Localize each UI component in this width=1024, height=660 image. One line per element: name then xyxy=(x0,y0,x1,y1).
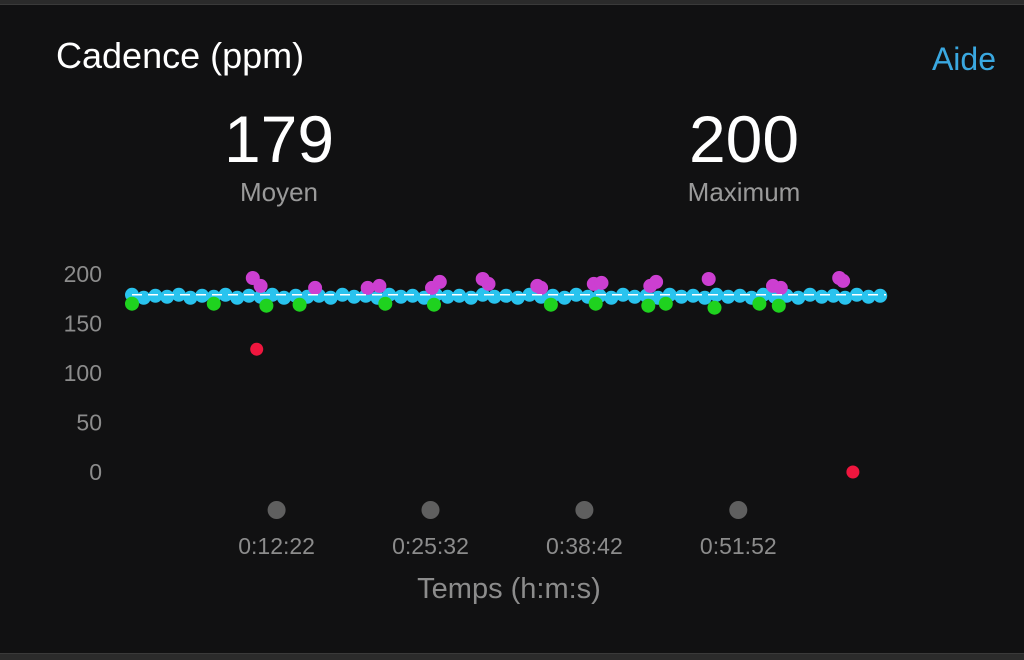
data-point-main xyxy=(277,290,291,305)
data-point-low xyxy=(125,296,139,311)
average-stat: 179 Moyen xyxy=(129,101,429,208)
data-point-main xyxy=(218,287,233,302)
data-point-high xyxy=(534,280,549,295)
y-tick-label: 100 xyxy=(64,360,102,386)
data-point-main xyxy=(510,290,525,305)
x-tick-marker[interactable] xyxy=(267,501,286,519)
data-point-low xyxy=(259,298,274,313)
y-axis: 200 150 100 50 0 xyxy=(64,261,102,485)
x-tick-label: 0:38:42 xyxy=(546,533,623,559)
data-point-high xyxy=(701,272,716,286)
data-point-high xyxy=(432,274,447,289)
data-point-main xyxy=(440,289,455,304)
data-point-main xyxy=(464,290,478,305)
data-point-high xyxy=(481,276,496,291)
data-point-outlier xyxy=(250,342,264,356)
data-point-low xyxy=(771,298,786,313)
maximum-label: Maximum xyxy=(687,177,801,207)
x-tick-label: 0:51:52 xyxy=(700,533,777,559)
data-point-main xyxy=(569,287,584,302)
data-point-high xyxy=(773,280,788,295)
data-point-main xyxy=(686,288,701,303)
data-point-low xyxy=(588,296,603,311)
maximum-stat: 200 Maximum xyxy=(594,101,894,208)
data-point-main xyxy=(616,287,630,302)
data-point-main xyxy=(861,289,876,304)
data-point-high xyxy=(360,280,375,295)
data-point-main xyxy=(160,289,175,304)
data-point-main xyxy=(265,287,280,302)
data-point-main xyxy=(183,290,198,305)
help-link[interactable]: Aide xyxy=(931,41,996,77)
chart-title: Cadence (ppm) xyxy=(56,35,305,76)
x-tick-marker[interactable] xyxy=(575,501,594,519)
data-point-main xyxy=(674,289,689,304)
x-tick-label: 0:12:22 xyxy=(238,533,315,559)
data-point-main xyxy=(604,290,619,305)
data-point-main xyxy=(487,289,502,304)
data-point-high xyxy=(308,280,323,295)
data-point-main xyxy=(873,288,888,303)
data-point-main xyxy=(452,288,467,303)
data-point-high xyxy=(253,278,268,293)
data-point-low xyxy=(292,297,307,312)
data-point-main xyxy=(405,288,420,303)
data-point-low xyxy=(543,297,558,312)
y-tick-label: 200 xyxy=(64,261,102,287)
data-point-high xyxy=(649,274,664,289)
data-point-low xyxy=(707,300,722,315)
data-points xyxy=(125,271,888,479)
data-point-outlier xyxy=(846,465,860,479)
average-value: 179 xyxy=(223,102,335,176)
data-point-main xyxy=(195,288,210,303)
data-point-main xyxy=(732,288,747,303)
data-point-main xyxy=(230,290,245,305)
data-point-main xyxy=(557,290,572,305)
cadence-card: Cadence (ppm) Aide 179 Moyen 200 Maximum xyxy=(0,4,1024,654)
data-point-low xyxy=(378,296,393,311)
data-point-low xyxy=(427,297,441,312)
data-point-main xyxy=(171,287,186,302)
data-point-high xyxy=(372,278,387,293)
data-point-main xyxy=(148,288,163,303)
x-tick-marker[interactable] xyxy=(729,501,748,519)
data-point-main xyxy=(475,287,490,302)
x-axis-title: Temps (h:m:s) xyxy=(417,573,601,605)
average-label: Moyen xyxy=(239,177,319,207)
x-tick-marker[interactable] xyxy=(421,501,440,519)
y-tick-label: 150 xyxy=(64,311,102,337)
data-point-low xyxy=(206,296,221,311)
y-tick-label: 50 xyxy=(76,410,102,436)
y-tick-label: 0 xyxy=(89,459,102,485)
data-point-low xyxy=(752,296,767,311)
data-point-low xyxy=(641,298,656,313)
data-point-low xyxy=(658,296,673,311)
data-point-main xyxy=(826,288,841,303)
data-point-main xyxy=(721,289,736,304)
data-point-main xyxy=(499,288,514,303)
data-point-high xyxy=(836,273,851,288)
data-point-main xyxy=(347,289,362,304)
data-point-main xyxy=(241,288,256,303)
x-tick-label: 0:25:32 xyxy=(392,533,469,559)
data-point-main xyxy=(791,290,806,305)
data-point-main xyxy=(814,289,829,304)
data-point-main xyxy=(393,289,408,304)
x-axis: 0:12:22 0:25:32 0:38:42 0:51:52 xyxy=(238,501,777,559)
data-point-main xyxy=(627,289,642,304)
maximum-value: 200 xyxy=(688,102,800,176)
data-point-high xyxy=(594,275,609,290)
data-point-main xyxy=(323,290,338,305)
data-point-main xyxy=(838,290,853,305)
